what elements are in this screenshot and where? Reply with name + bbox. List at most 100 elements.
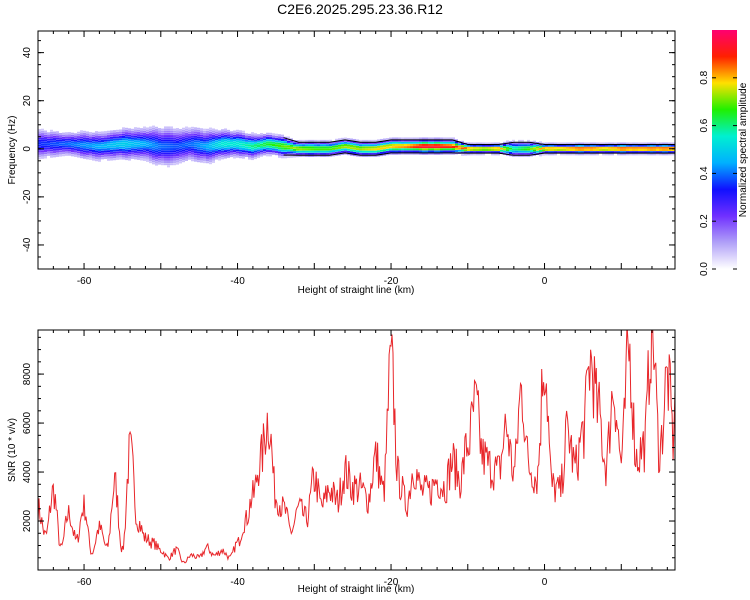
heatmap-cell: [353, 154, 356, 157]
heatmap-cell: [80, 130, 83, 133]
heatmap-cell: [374, 148, 377, 151]
heatmap-cell: [239, 154, 242, 157]
heatmap-cell: [110, 149, 113, 152]
heatmap-cell: [254, 137, 257, 140]
heatmap-cell: [356, 141, 359, 144]
heatmap-cell: [380, 138, 383, 141]
heatmap-cell: [353, 149, 356, 152]
heatmap-cell: [137, 129, 140, 132]
heatmap-cell: [353, 147, 356, 150]
heatmap-cell: [266, 154, 269, 157]
heatmap-cell: [650, 146, 653, 149]
heatmap-cell: [389, 148, 392, 151]
heatmap-cell: [194, 142, 197, 145]
heatmap-cell: [227, 155, 230, 158]
heatmap-cell: [98, 138, 101, 141]
heatmap-cell: [251, 158, 254, 161]
heatmap-cell: [131, 139, 134, 142]
heatmap-cell: [359, 139, 362, 142]
heatmap-cell: [167, 156, 170, 159]
heatmap-cell: [422, 148, 425, 151]
heatmap-cell: [161, 135, 164, 138]
heatmap-cell: [353, 141, 356, 144]
heatmap-cell: [359, 148, 362, 151]
heatmap-cell: [152, 132, 155, 135]
heatmap-cell: [188, 153, 191, 156]
heatmap-cell: [593, 149, 596, 151]
heatmap-cell: [101, 133, 104, 136]
heatmap-cell: [380, 149, 383, 152]
heatmap-cell: [245, 139, 248, 142]
snr-x-tick-label: -20: [384, 577, 399, 588]
heatmap-cell: [398, 150, 401, 153]
heatmap-cell: [461, 149, 464, 152]
heatmap-cell: [458, 143, 461, 146]
heatmap-cell: [509, 152, 512, 155]
heatmap-cell: [95, 148, 98, 151]
heatmap-cell: [458, 147, 461, 150]
heatmap-cell: [383, 147, 386, 150]
heatmap-cell: [215, 153, 218, 156]
heatmap-cell: [158, 132, 161, 135]
heatmap-cell: [185, 126, 188, 129]
heatmap-cell: [140, 158, 143, 161]
heatmap-cell: [182, 136, 185, 139]
heatmap-cell: [137, 147, 140, 150]
heatmap-cell: [305, 150, 308, 153]
spectrum-x-tick-label: -40: [230, 276, 245, 287]
heatmap-cell: [590, 142, 593, 145]
heatmap-cell: [266, 134, 269, 137]
heatmap-cell: [92, 147, 95, 150]
heatmap-cell: [74, 144, 77, 147]
heatmap-cell: [62, 143, 65, 146]
heatmap-cell: [314, 148, 317, 151]
heatmap-cell: [647, 153, 650, 156]
heatmap-cell: [614, 146, 617, 149]
heatmap-cell: [173, 143, 176, 146]
heatmap-cell: [383, 151, 386, 154]
heatmap-cell: [62, 152, 65, 155]
heatmap-cell: [407, 141, 410, 144]
heatmap-cell: [572, 146, 575, 149]
heatmap-cell: [212, 150, 215, 153]
heatmap-cell: [179, 128, 182, 131]
heatmap-cell: [83, 154, 86, 157]
heatmap-cell: [389, 150, 392, 153]
heatmap-cell: [140, 154, 143, 157]
heatmap-cell: [515, 144, 518, 147]
heatmap-cell: [581, 144, 584, 147]
heatmap-cell: [167, 165, 170, 168]
heatmap-cell: [560, 153, 563, 156]
heatmap-cell: [227, 136, 230, 139]
heatmap-cell: [71, 141, 74, 144]
heatmap-cell: [167, 148, 170, 151]
heatmap-cell: [185, 143, 188, 146]
heatmap-cell: [143, 152, 146, 155]
heatmap-cell: [107, 152, 110, 155]
heatmap-cell: [65, 134, 68, 137]
heatmap-cell: [266, 145, 269, 148]
heatmap-cell: [281, 151, 284, 154]
heatmap-cell: [416, 139, 419, 142]
heatmap-cell: [77, 133, 80, 136]
heatmap-cell: [446, 143, 449, 146]
spectrum-y-tick-label: -20: [22, 189, 33, 204]
heatmap-cell: [50, 155, 53, 158]
heatmap-cell: [86, 150, 89, 153]
heatmap-cell: [92, 143, 95, 146]
heatmap-cell: [254, 146, 257, 149]
heatmap-cell: [449, 146, 452, 149]
heatmap-cell: [209, 162, 212, 165]
heatmap-cell: [281, 134, 284, 137]
heatmap-cell: [146, 142, 149, 145]
heatmap-cell: [548, 153, 551, 156]
heatmap-cell: [101, 153, 104, 156]
heatmap-cell: [221, 146, 224, 149]
heatmap-cell: [302, 155, 305, 158]
heatmap-cell: [419, 146, 422, 149]
heatmap-cell: [107, 145, 110, 148]
heatmap-cell: [41, 143, 44, 146]
heatmap-cell: [545, 153, 548, 156]
heatmap-cell: [659, 142, 662, 145]
heatmap-cell: [281, 141, 284, 144]
